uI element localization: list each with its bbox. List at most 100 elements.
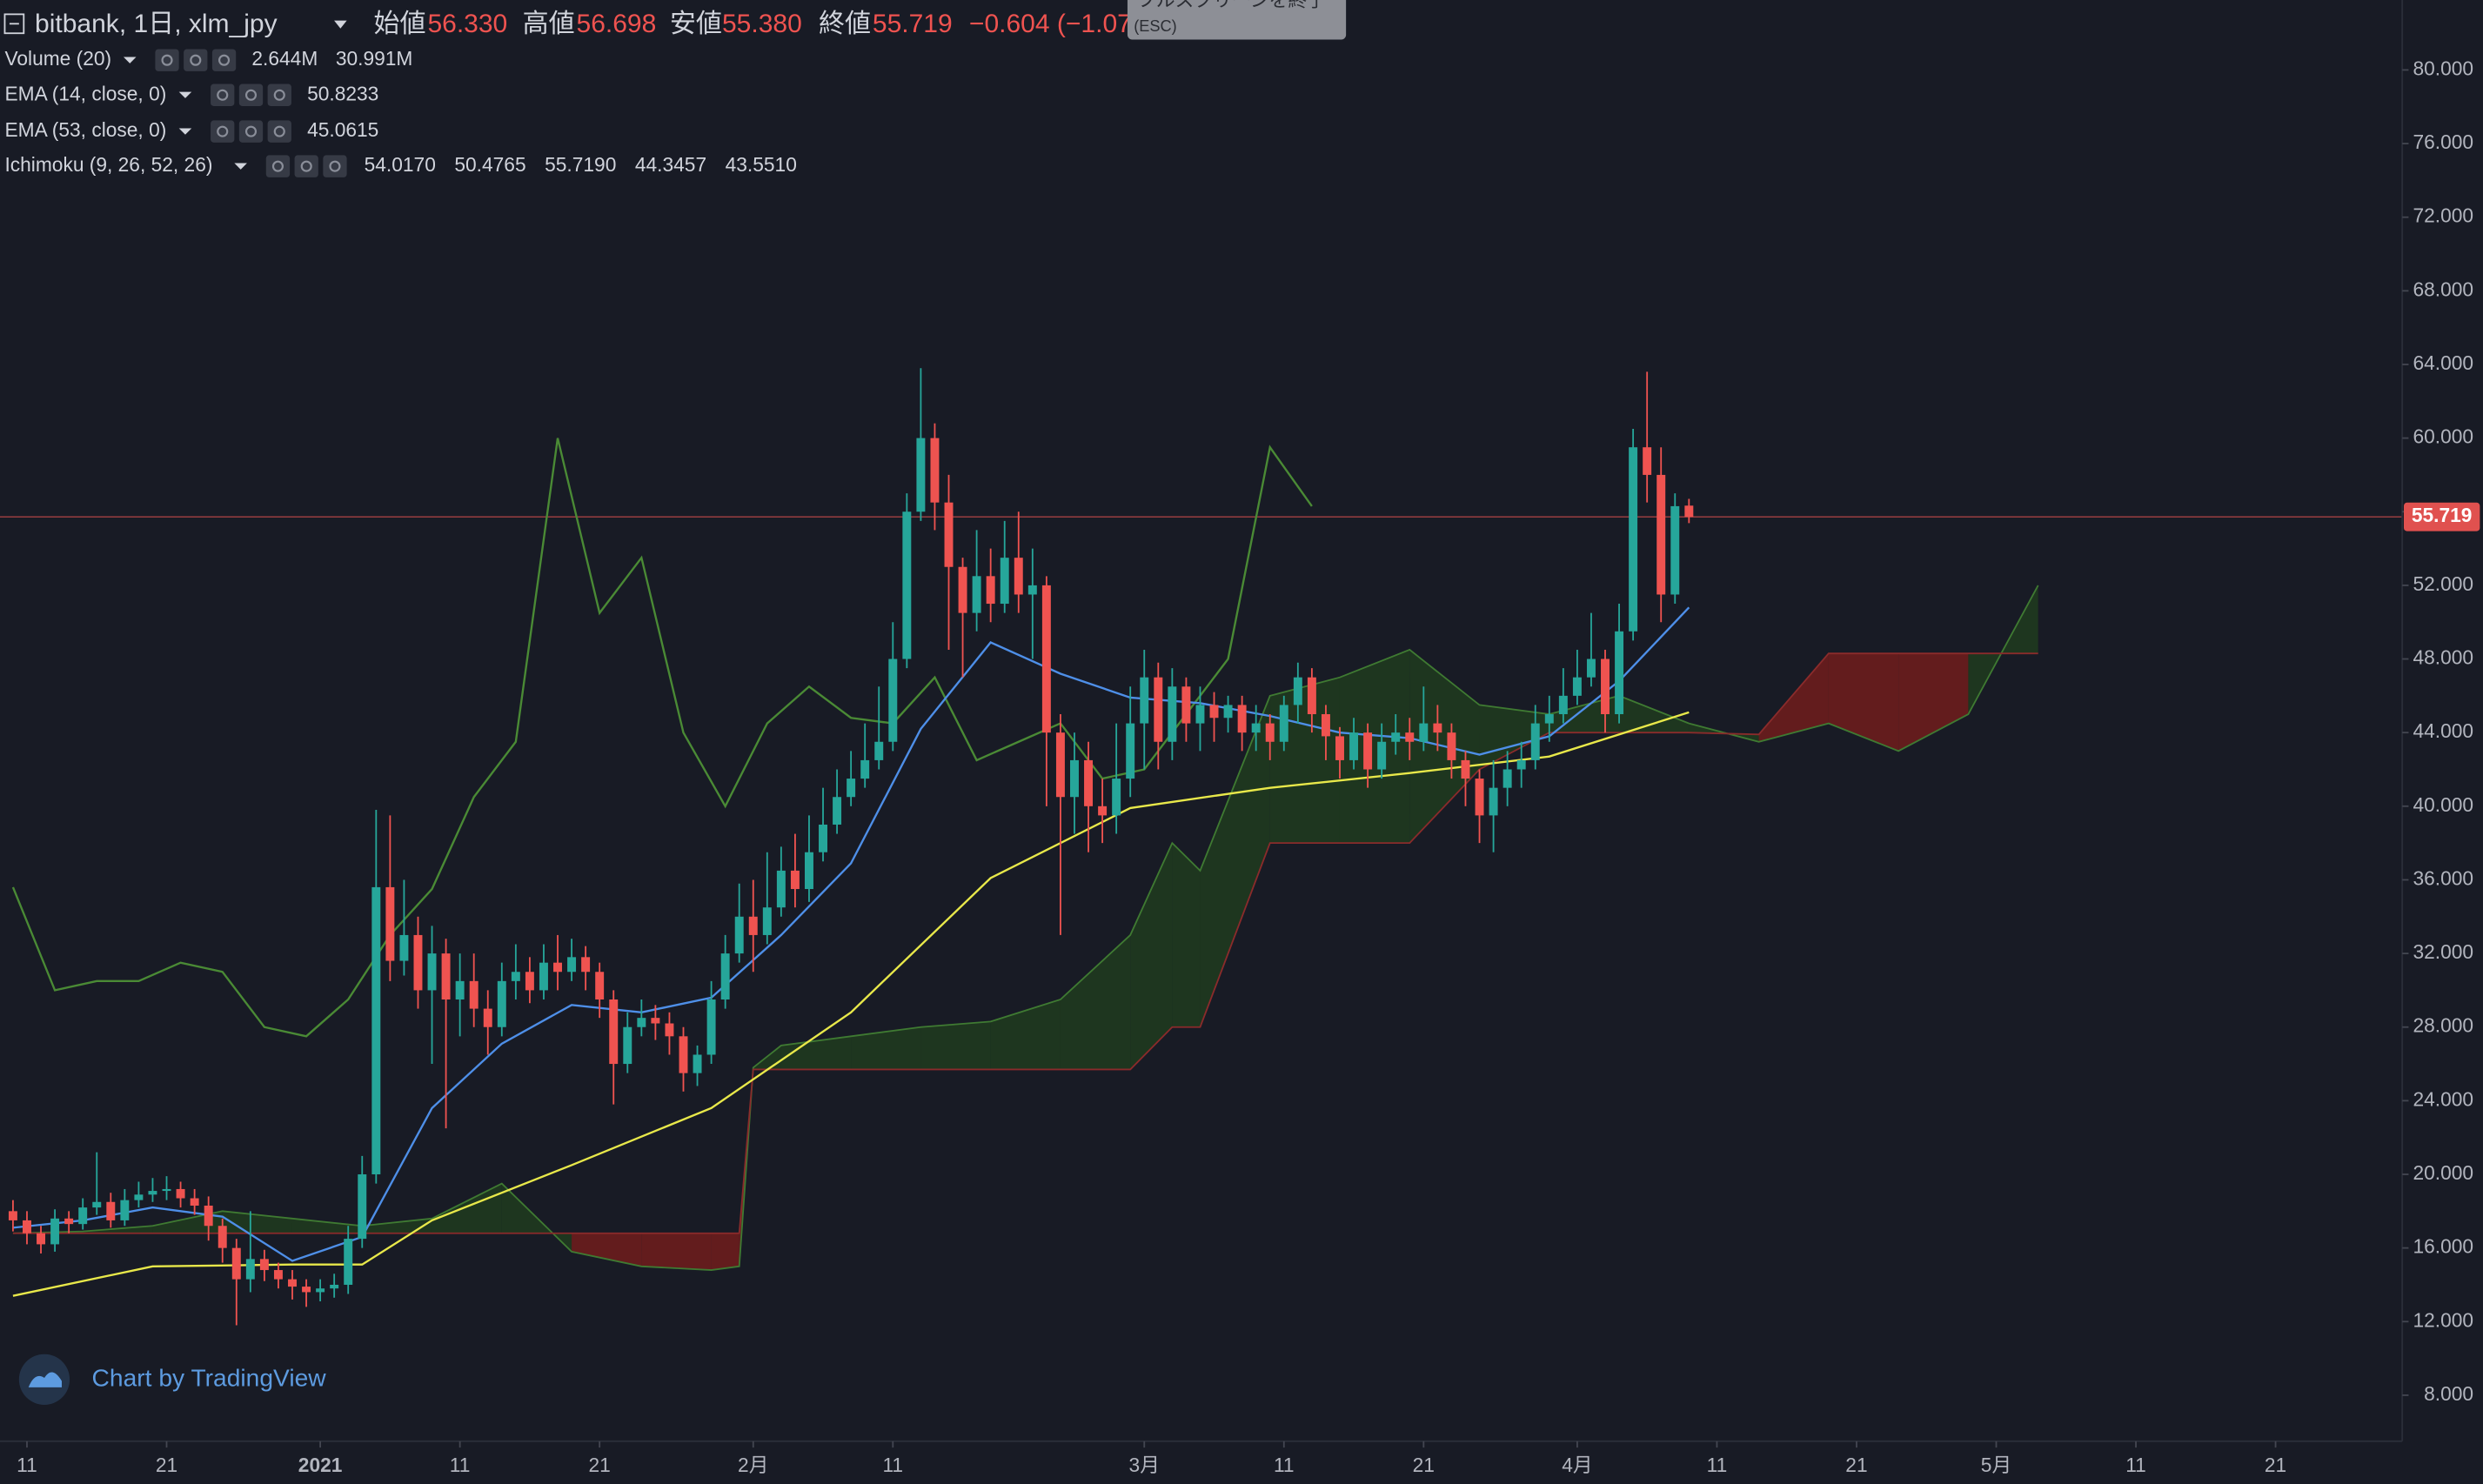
y-tick-label: 60.000 bbox=[2413, 425, 2473, 448]
indicator-icon[interactable] bbox=[267, 120, 291, 143]
y-tick-label: 36.000 bbox=[2413, 866, 2473, 889]
cloud-segment bbox=[1339, 649, 1410, 844]
x-tick-label: 4月 bbox=[1562, 1454, 1592, 1476]
x-tick-label: 21 bbox=[1845, 1454, 1867, 1476]
candle-body bbox=[1140, 677, 1149, 724]
candle-body bbox=[176, 1188, 185, 1199]
candle-body bbox=[1055, 732, 1065, 798]
indicator-icon[interactable] bbox=[211, 120, 235, 143]
indicator-icon[interactable] bbox=[294, 155, 318, 177]
y-tick-label: 24.000 bbox=[2413, 1087, 2473, 1110]
candle-body bbox=[1572, 677, 1582, 696]
tooltip-box bbox=[1127, 0, 1347, 40]
indicator-name[interactable]: Volume (20) bbox=[4, 47, 111, 70]
symbol-caret[interactable] bbox=[334, 20, 347, 29]
low-label: 安値 bbox=[670, 10, 722, 38]
candle-body bbox=[427, 953, 437, 991]
indicator-caret[interactable] bbox=[123, 57, 137, 64]
candle-body bbox=[441, 953, 451, 999]
indicator-icon[interactable] bbox=[238, 120, 264, 143]
candle-body bbox=[1586, 658, 1596, 678]
indicator-icon[interactable] bbox=[211, 84, 235, 106]
candle-body bbox=[483, 1008, 492, 1027]
candle-body bbox=[693, 1054, 702, 1073]
indicator-caret[interactable] bbox=[178, 128, 192, 135]
candle-body bbox=[888, 658, 898, 742]
indicator-icon[interactable] bbox=[155, 49, 179, 71]
indicator-icon[interactable] bbox=[323, 155, 347, 177]
symbol[interactable]: bitbank, 1日, xlm_jpy bbox=[35, 10, 278, 38]
indicator-icon-glyph bbox=[190, 54, 202, 66]
indicator-icon[interactable] bbox=[238, 84, 264, 106]
candle-body bbox=[1516, 759, 1526, 770]
candle-body bbox=[1084, 759, 1094, 806]
candle-body bbox=[190, 1198, 199, 1206]
indicator-line bbox=[11, 438, 1313, 1038]
x-tick-label: 11 bbox=[882, 1454, 903, 1476]
y-tick-label: 20.000 bbox=[2413, 1161, 2473, 1184]
candle-body bbox=[204, 1205, 213, 1227]
candle-body bbox=[497, 980, 506, 1027]
indicator-icon[interactable] bbox=[211, 49, 237, 71]
candle-body bbox=[1168, 686, 1177, 742]
x-tick-label: 21 bbox=[2265, 1454, 2286, 1476]
y-tick-label: 16.000 bbox=[2413, 1235, 2473, 1258]
candle-body bbox=[469, 980, 479, 1009]
candle-body bbox=[1405, 732, 1415, 742]
cloud-segment bbox=[641, 1233, 712, 1271]
candle-body bbox=[8, 1211, 17, 1220]
candle-body bbox=[720, 953, 730, 999]
indicator-icon[interactable] bbox=[267, 84, 291, 106]
cloud-segment bbox=[711, 1233, 740, 1271]
indicator-icon-glyph bbox=[244, 125, 258, 137]
cloud-segment bbox=[1172, 843, 1201, 1027]
candle-body bbox=[1544, 714, 1554, 724]
x-tick-label: 21 bbox=[156, 1454, 177, 1476]
candle-body bbox=[706, 999, 716, 1055]
candle-body bbox=[1615, 631, 1624, 715]
candle-body bbox=[106, 1201, 116, 1220]
candle-body bbox=[847, 779, 856, 798]
candle-body bbox=[1293, 677, 1302, 705]
candle-body bbox=[148, 1191, 157, 1195]
candle-body bbox=[1656, 474, 1666, 595]
cloud-segment bbox=[1060, 934, 1131, 1070]
candle-body bbox=[874, 741, 884, 760]
indicator-line bbox=[12, 711, 1690, 1297]
candle-body bbox=[567, 957, 577, 973]
x-tick-label: 11 bbox=[1707, 1454, 1728, 1476]
tooltip: フルスクリーンを終了 (ESC) bbox=[1127, 0, 1347, 40]
candle-body bbox=[833, 797, 842, 825]
collapse-icon[interactable] bbox=[3, 13, 25, 35]
candle-body bbox=[804, 852, 813, 890]
indicator-caret[interactable] bbox=[178, 91, 192, 98]
candle-body bbox=[413, 934, 423, 991]
candle-body bbox=[958, 566, 967, 613]
candle-body bbox=[245, 1259, 255, 1280]
candle-body bbox=[1070, 759, 1079, 798]
cloud-span-b bbox=[12, 652, 2038, 1234]
y-tick-label: 8.000 bbox=[2424, 1382, 2473, 1405]
x-tick-label: 2月 bbox=[738, 1454, 768, 1476]
watermark-text[interactable]: Chart by TradingView bbox=[92, 1363, 327, 1391]
candle-body bbox=[986, 576, 995, 605]
indicator-name[interactable]: Ichimoku (9, 26, 52, 26) bbox=[4, 153, 212, 176]
candle-body bbox=[385, 886, 395, 961]
indicator-icon[interactable] bbox=[184, 49, 208, 71]
indicator-name[interactable]: EMA (53, close, 0) bbox=[4, 118, 166, 141]
cloud-segment bbox=[1269, 677, 1340, 844]
candle-body bbox=[1321, 714, 1330, 737]
indicator-name[interactable]: EMA (14, close, 0) bbox=[4, 82, 166, 104]
indicator-icon[interactable] bbox=[265, 155, 291, 177]
candle-body bbox=[1112, 779, 1121, 816]
candle-body bbox=[1279, 705, 1288, 742]
candle-body bbox=[902, 511, 912, 659]
candle-body bbox=[316, 1288, 325, 1293]
candle-body bbox=[595, 972, 605, 999]
candle-body bbox=[1126, 723, 1135, 779]
candle-body bbox=[1391, 732, 1401, 742]
candle-body bbox=[1558, 695, 1568, 715]
indicator-icon-glyph bbox=[217, 125, 229, 137]
indicator-caret[interactable] bbox=[234, 163, 247, 170]
